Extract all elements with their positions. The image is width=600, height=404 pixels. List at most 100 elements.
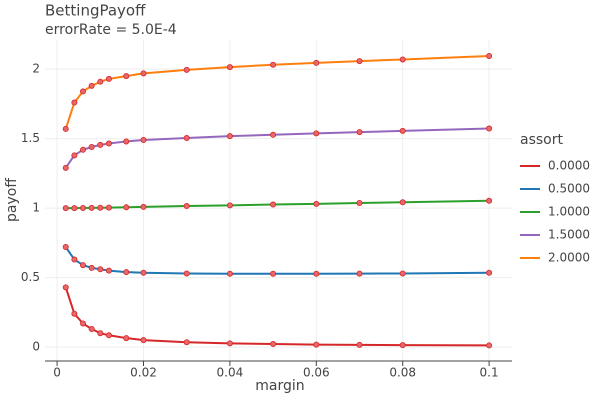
data-point <box>105 332 112 339</box>
data-point <box>226 270 233 277</box>
x-tick-label: 0.08 <box>389 366 416 380</box>
chart-subtitle: errorRate = 5.0E-4 <box>45 22 177 38</box>
x-axis-label: margin <box>255 378 304 394</box>
data-point <box>123 73 130 80</box>
data-point <box>97 266 104 273</box>
x-tick-label: 0.02 <box>130 366 157 380</box>
series-line <box>64 127 490 169</box>
data-point <box>62 164 69 171</box>
x-tick-label: 0.04 <box>217 366 244 380</box>
data-point <box>183 203 190 210</box>
data-point <box>270 341 277 348</box>
data-point <box>62 125 69 132</box>
data-point <box>399 127 406 134</box>
y-axis-label: payoff <box>4 178 20 222</box>
x-tick-label: 0.06 <box>303 366 330 380</box>
data-point <box>62 284 69 291</box>
data-point <box>140 70 147 77</box>
data-point <box>62 205 69 212</box>
data-point <box>270 61 277 68</box>
data-point <box>71 205 78 212</box>
y-tick-label: 0.5 <box>21 270 40 284</box>
data-point <box>356 270 363 277</box>
x-tick-label: 0 <box>53 366 61 380</box>
data-point <box>270 131 277 138</box>
data-point <box>270 201 277 208</box>
data-point <box>88 143 95 150</box>
data-point <box>140 203 147 210</box>
data-point <box>88 264 95 271</box>
series-line <box>64 54 490 130</box>
data-point <box>313 59 320 66</box>
data-point <box>71 99 78 106</box>
y-tick-label: 1 <box>32 201 40 215</box>
data-point <box>88 326 95 333</box>
data-point <box>105 204 112 211</box>
data-point <box>71 256 78 263</box>
data-point <box>486 269 493 276</box>
data-point <box>80 146 87 153</box>
legend-label: 1.0000 <box>548 205 590 219</box>
data-point <box>80 262 87 269</box>
data-point <box>183 134 190 141</box>
data-point <box>123 269 130 276</box>
data-point <box>313 130 320 137</box>
legend-title: assort <box>520 132 563 148</box>
data-point <box>88 82 95 89</box>
data-point <box>226 133 233 140</box>
data-point <box>226 340 233 347</box>
y-tick-label: 2 <box>32 62 40 76</box>
data-point <box>105 75 112 82</box>
data-point <box>183 339 190 346</box>
data-point <box>123 138 130 145</box>
x-tick-label: 0.1 <box>480 366 499 380</box>
data-point <box>80 88 87 95</box>
data-point <box>80 320 87 327</box>
data-point <box>399 56 406 63</box>
data-point <box>486 197 493 204</box>
data-point <box>183 66 190 73</box>
data-point <box>123 204 130 211</box>
data-point <box>105 140 112 147</box>
data-point <box>140 337 147 344</box>
data-point <box>313 341 320 348</box>
data-point <box>97 78 104 85</box>
legend-label: 1.5000 <box>548 228 590 242</box>
data-point <box>105 267 112 274</box>
legend-label: 2.0000 <box>548 251 590 265</box>
data-point <box>399 199 406 206</box>
y-tick-label: 1.5 <box>21 131 40 145</box>
y-tick-label: 0 <box>32 340 40 354</box>
data-point <box>97 330 104 337</box>
data-point <box>80 205 87 212</box>
data-point <box>399 270 406 277</box>
data-point <box>356 129 363 136</box>
chart-title: BettingPayoff <box>45 2 146 20</box>
data-point <box>270 270 277 277</box>
data-point <box>183 270 190 277</box>
data-point <box>486 342 493 349</box>
data-point <box>140 269 147 276</box>
legend-label: 0.5000 <box>548 182 590 196</box>
data-point <box>71 310 78 317</box>
data-point <box>313 200 320 207</box>
legend-label: 0.0000 <box>548 159 590 173</box>
data-point <box>97 204 104 211</box>
data-point <box>486 52 493 59</box>
data-point <box>486 125 493 132</box>
series-line <box>64 246 490 275</box>
series-line <box>64 287 490 347</box>
series-line <box>65 199 490 210</box>
data-point <box>399 342 406 349</box>
data-point <box>71 152 78 159</box>
data-point <box>88 204 95 211</box>
data-point <box>62 244 69 251</box>
data-point <box>313 270 320 277</box>
data-point <box>356 341 363 348</box>
data-point <box>140 137 147 144</box>
data-point <box>226 64 233 71</box>
data-point <box>356 58 363 65</box>
data-point <box>226 202 233 209</box>
data-point <box>123 335 130 342</box>
